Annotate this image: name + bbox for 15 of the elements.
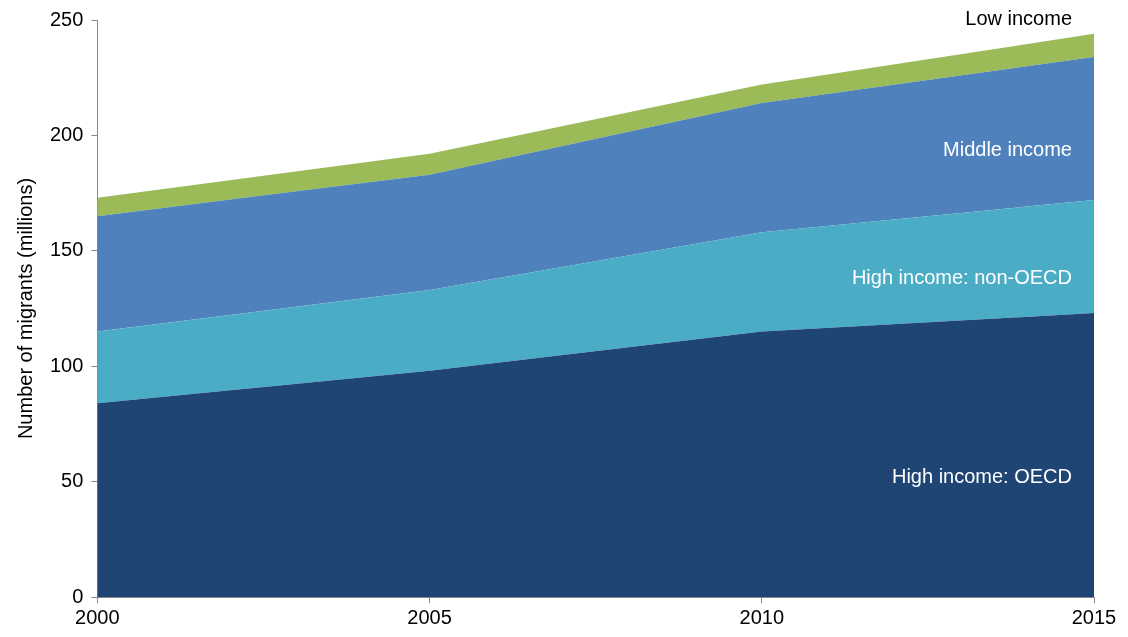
x-tick-label: 2010 xyxy=(739,605,785,628)
y-tick-label: 100 xyxy=(49,353,84,376)
x-tick-label: 2000 xyxy=(75,605,120,628)
y-axis-title: Number of migrants (millions) xyxy=(13,177,36,440)
series-label: High income: OECD xyxy=(891,464,1072,487)
series-label: High income: non-OECD xyxy=(851,266,1072,289)
series-label: Middle income xyxy=(943,137,1072,160)
x-tick-label: 2015 xyxy=(1071,605,1117,628)
y-tick-label: 250 xyxy=(49,7,84,30)
series-label: Low income xyxy=(965,7,1072,30)
y-tick-label: 50 xyxy=(61,469,84,492)
y-tick-label: 0 xyxy=(72,584,84,607)
x-tick-label: 2005 xyxy=(407,605,452,628)
y-tick-label: 150 xyxy=(49,238,84,261)
y-tick-label: 200 xyxy=(49,122,84,145)
